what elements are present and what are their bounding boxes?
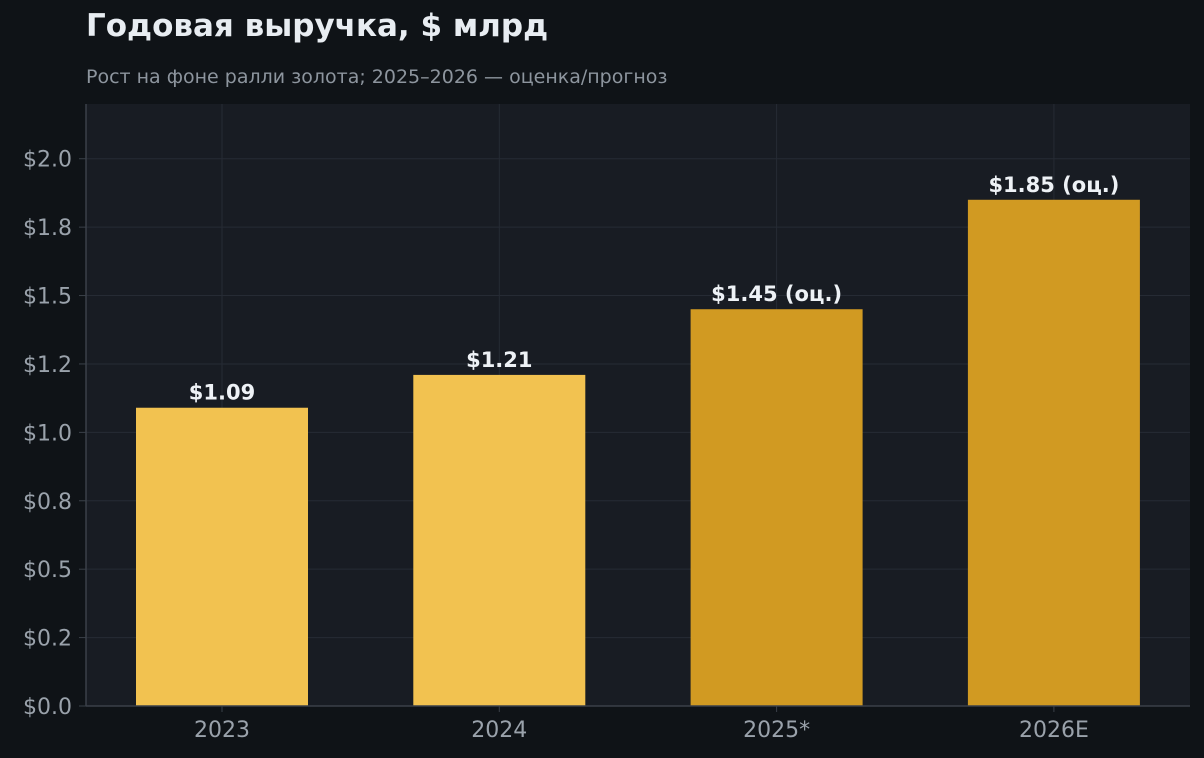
y-tick-label: $1.8 bbox=[23, 216, 72, 241]
y-tick-label: $1.2 bbox=[23, 353, 72, 378]
bar-2026E bbox=[967, 199, 1140, 707]
y-tick-label: $0.2 bbox=[23, 627, 72, 652]
y-tick-label: $2.0 bbox=[23, 148, 72, 173]
data-label-2026E: $1.85 (оц.) bbox=[988, 173, 1119, 197]
bar-2025* bbox=[690, 309, 863, 706]
data-label-2023: $1.09 bbox=[189, 381, 255, 405]
chart-title: Годовая выручка, $ млрд bbox=[86, 8, 549, 44]
data-label-2025*: $1.45 (оц.) bbox=[711, 282, 842, 306]
y-tick-label: $1.5 bbox=[23, 285, 72, 310]
x-tick-label: 2026E bbox=[1019, 718, 1089, 743]
y-tick-label: $0.0 bbox=[23, 695, 72, 720]
data-label-2024: $1.21 bbox=[466, 348, 532, 372]
chart-subtitle: Рост на фоне ралли золота; 2025–2026 — о… bbox=[86, 66, 668, 88]
y-tick-label: $0.5 bbox=[23, 558, 72, 583]
x-tick-label: 2023 bbox=[194, 718, 250, 743]
axes: $0.0 $0.2 $0.5 $0.8 $1.0 $1.2 $1.5 $1.8 $2.0 2023… bbox=[23, 104, 1190, 743]
y-tick-label: $1.0 bbox=[23, 421, 72, 446]
bar-2023 bbox=[136, 407, 308, 706]
x-tick-label: 2024 bbox=[471, 718, 527, 743]
x-tick-label: 2025* bbox=[743, 718, 810, 743]
bar-2024 bbox=[413, 374, 586, 706]
bars bbox=[136, 199, 1140, 707]
y-tick-label: $0.8 bbox=[23, 490, 72, 515]
data-labels: $1.09 $1.21 $1.45 (оц.) $1.85 (оц.) bbox=[189, 173, 1120, 405]
